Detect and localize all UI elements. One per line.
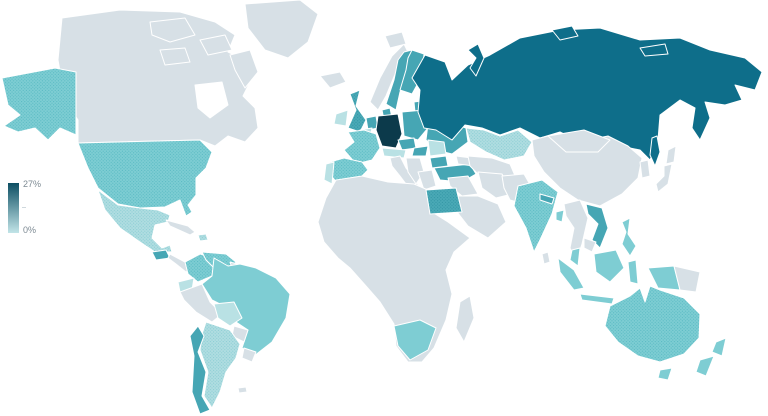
country-canada-island[interactable] [149,17,196,43]
country-dominican-republic[interactable] [197,233,209,242]
country-france[interactable] [343,129,381,165]
country-russia-novaya-zemlya[interactable] [467,43,485,77]
country-czechia[interactable] [397,137,417,151]
country-falkland-islands[interactable] [237,386,248,394]
country-russia-new-siberian[interactable] [639,43,669,57]
country-new-zealand-south[interactable] [695,355,715,377]
legend-gradient-bar [8,183,19,233]
country-madagascar[interactable] [455,295,475,343]
country-papua-new-guinea[interactable] [673,265,701,293]
country-vietnam[interactable] [585,203,609,249]
color-legend: 27% 0% [8,180,68,236]
country-iceland[interactable] [319,71,347,89]
country-tasmania[interactable] [657,367,673,381]
country-uruguay[interactable] [241,347,257,363]
country-indonesia-sumatra[interactable] [557,257,585,291]
country-nepal[interactable] [539,193,555,205]
country-japan-honshu[interactable] [655,163,673,193]
legend-min-label: 0% [23,225,37,235]
country-guatemala[interactable] [151,249,171,261]
country-usa-alaska[interactable] [1,67,77,141]
country-greenland[interactable] [244,0,319,59]
country-indonesia-java[interactable] [579,293,615,305]
country-mongolia[interactable] [547,129,611,153]
legend-mid-tick [22,207,26,208]
country-russia[interactable] [411,27,763,161]
country-bolivia[interactable] [213,301,243,327]
country-kazakhstan[interactable] [465,127,533,161]
country-australia[interactable] [604,285,701,363]
country-south-africa[interactable] [393,319,437,361]
country-russia-sakhalin[interactable] [649,135,661,167]
country-portugal[interactable] [323,161,335,185]
country-germany[interactable] [375,113,403,149]
country-united-kingdom[interactable] [347,89,367,133]
country-hungary[interactable] [411,145,429,157]
country-cuba[interactable] [165,219,196,236]
country-india[interactable] [513,179,559,253]
country-japan-hokkaido[interactable] [665,145,677,165]
country-cambodia[interactable] [583,237,597,253]
country-argentina[interactable] [199,321,241,409]
country-russia-severnaya-zemlya[interactable] [551,25,579,41]
country-middle-east[interactable] [447,175,479,197]
country-mexico[interactable] [97,189,173,253]
country-malaysia[interactable] [569,247,581,267]
country-canada-island[interactable] [159,47,191,66]
country-austria-switzerland[interactable] [381,147,407,159]
country-canada-island[interactable] [229,49,259,89]
country-romania[interactable] [427,139,447,157]
country-ireland[interactable] [333,109,349,127]
country-chile[interactable] [189,325,211,415]
country-egypt[interactable] [425,187,463,215]
country-south-korea[interactable] [639,159,651,179]
country-greece[interactable] [417,169,437,191]
country-new-zealand-north[interactable] [711,337,727,357]
country-canada-island[interactable] [199,34,233,56]
legend-max-label: 27% [23,179,42,189]
country-usa[interactable] [77,139,213,217]
country-bulgaria[interactable] [429,155,449,169]
country-svalbard[interactable] [384,31,407,49]
country-indonesia-borneo[interactable] [593,249,625,283]
country-sri-lanka[interactable] [541,251,551,265]
country-indonesia-sulawesi[interactable] [627,259,639,285]
country-bangladesh[interactable] [555,209,565,223]
country-philippines[interactable] [621,217,637,257]
